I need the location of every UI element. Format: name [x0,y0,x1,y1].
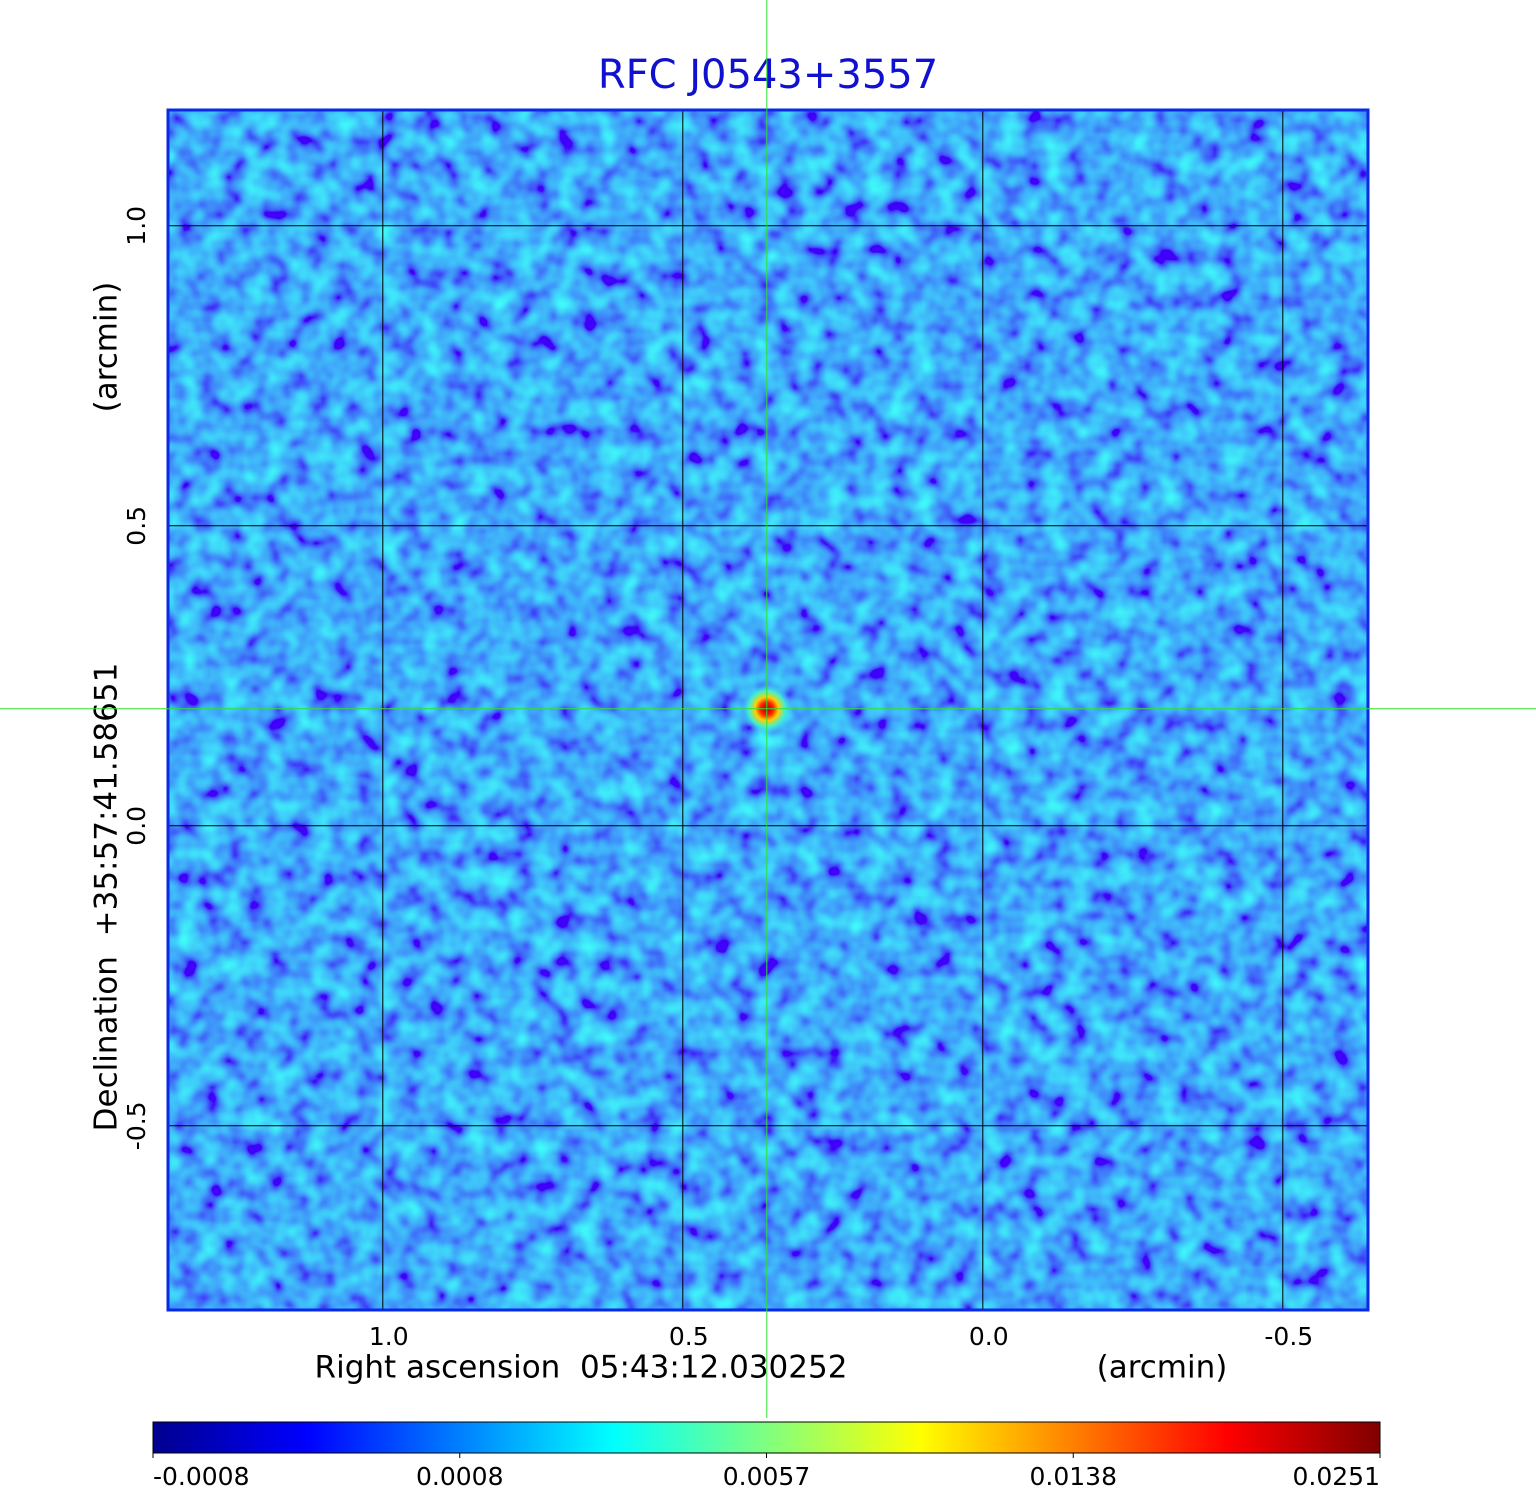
y-tick-label: -0.5 [122,1101,151,1150]
y-axis-label: Declination +35:57:41.58651 [89,663,125,1132]
y-axis-unit: (arcmin) [89,282,125,413]
x-tick-label: 0.0 [969,1322,1009,1351]
y-tick-label: 1.0 [122,206,151,246]
image-frame [166,108,1370,1312]
x-axis-label: Right ascension 05:43:12.030252 [315,1350,848,1386]
x-tick-label: 1.0 [369,1322,409,1351]
colorbar-tick-label: 0.0138 [1030,1462,1117,1491]
x-axis-unit: (arcmin) [1097,1350,1228,1386]
colorbar-tick-label: 0.0008 [416,1462,503,1491]
x-tick-label: 0.5 [669,1322,709,1351]
colorbar-tick-label: -0.0008 [153,1462,250,1491]
y-tick-label: 0.0 [122,806,151,846]
colorbar-tick-label: 0.0251 [1293,1462,1380,1491]
x-tick-label: -0.5 [1264,1322,1313,1351]
colorbar [152,1421,1381,1454]
chart-title: RFC J0543+3557 [598,52,938,98]
y-tick-label: 0.5 [122,506,151,546]
colorbar-tick-label: 0.0057 [723,1462,810,1491]
